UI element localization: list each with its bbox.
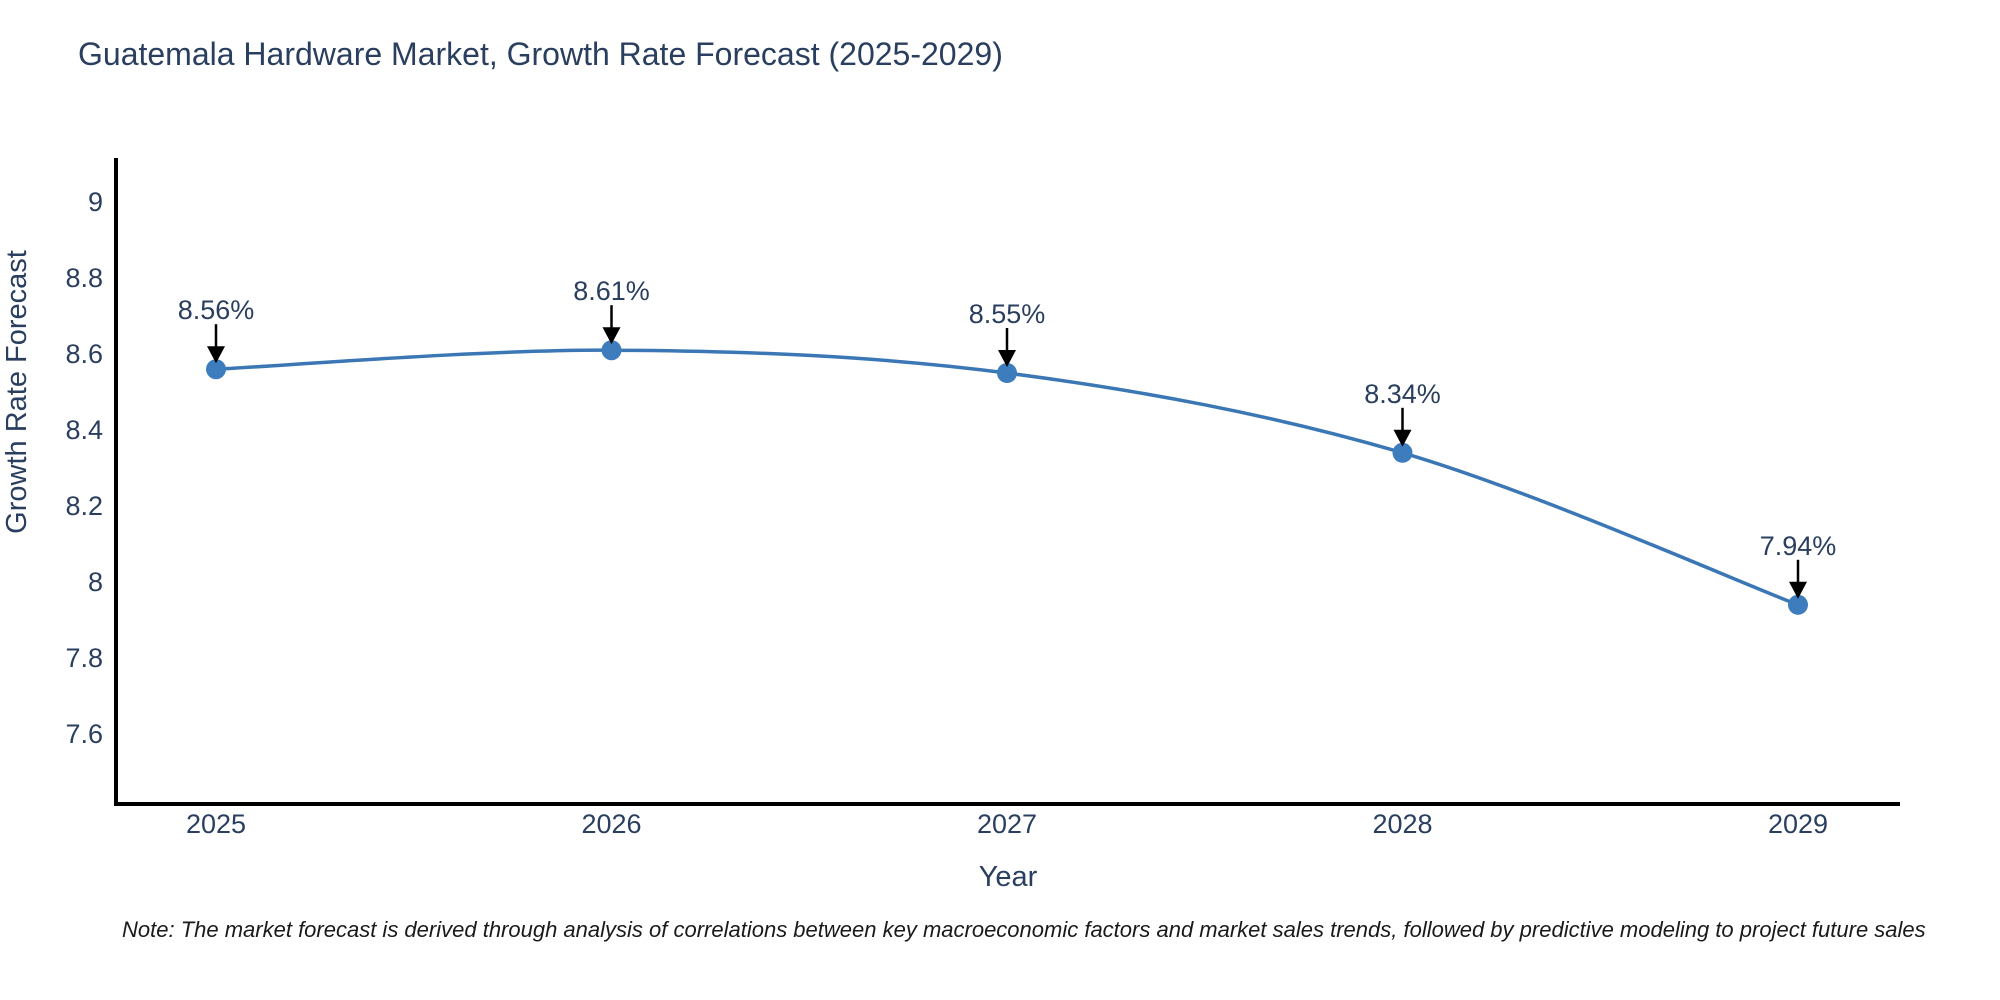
annotation-arrowhead-icon xyxy=(207,346,225,364)
annotation-arrowhead-icon xyxy=(602,327,621,345)
y-tick-label: 8.8 xyxy=(65,263,103,293)
data-label: 8.56% xyxy=(178,295,255,325)
footnote: Note: The market forecast is derived thr… xyxy=(122,917,1926,942)
axes xyxy=(114,158,1900,806)
annotation-arrowhead-icon xyxy=(1789,581,1807,599)
y-tick-label: 8.2 xyxy=(65,491,103,521)
y-tick-label: 7.8 xyxy=(65,643,103,673)
y-axis-tick-labels: 9 8.8 8.6 8.4 8.2 8 7.8 7.6 xyxy=(65,187,103,749)
data-label: 7.94% xyxy=(1760,531,1837,561)
data-point-2026[interactable] xyxy=(601,340,622,361)
annotation-arrowhead-icon xyxy=(998,350,1016,367)
y-tick-label: 8.4 xyxy=(65,415,103,445)
data-label: 8.61% xyxy=(573,276,650,306)
data-point-2027[interactable] xyxy=(997,363,1017,383)
data-label: 8.55% xyxy=(969,299,1046,329)
data-point-2029[interactable] xyxy=(1788,594,1808,615)
y-axis-title: Growth Rate Forecast xyxy=(1,250,33,534)
y-tick-label: 8 xyxy=(88,567,103,597)
data-point-2025[interactable] xyxy=(206,359,226,380)
y-tick-label: 8.6 xyxy=(65,339,103,369)
trend-line xyxy=(215,348,1799,607)
data-points-group xyxy=(206,340,1808,615)
x-tick-label: 2027 xyxy=(977,809,1037,839)
y-tick-label: 9 xyxy=(88,187,103,217)
trend-line-group xyxy=(215,348,1799,607)
data-point-2028[interactable] xyxy=(1392,442,1413,463)
x-axis-tick-labels: 2025 2026 2027 2028 2029 xyxy=(186,809,1828,839)
x-tick-label: 2028 xyxy=(1372,809,1432,839)
x-tick-label: 2026 xyxy=(581,809,641,839)
y-tick-label: 7.6 xyxy=(65,719,103,749)
data-label: 8.34% xyxy=(1364,379,1441,409)
x-axis-title: Year xyxy=(979,861,1038,893)
chart-title: Guatemala Hardware Market, Growth Rate F… xyxy=(78,36,1003,72)
x-tick-label: 2029 xyxy=(1768,809,1828,839)
annotation-arrowhead-icon xyxy=(1393,429,1412,447)
annotations-group: 8.56% 8.61% 8.55% 8.34% 7.94% xyxy=(178,276,1837,599)
x-tick-label: 2025 xyxy=(186,809,246,839)
